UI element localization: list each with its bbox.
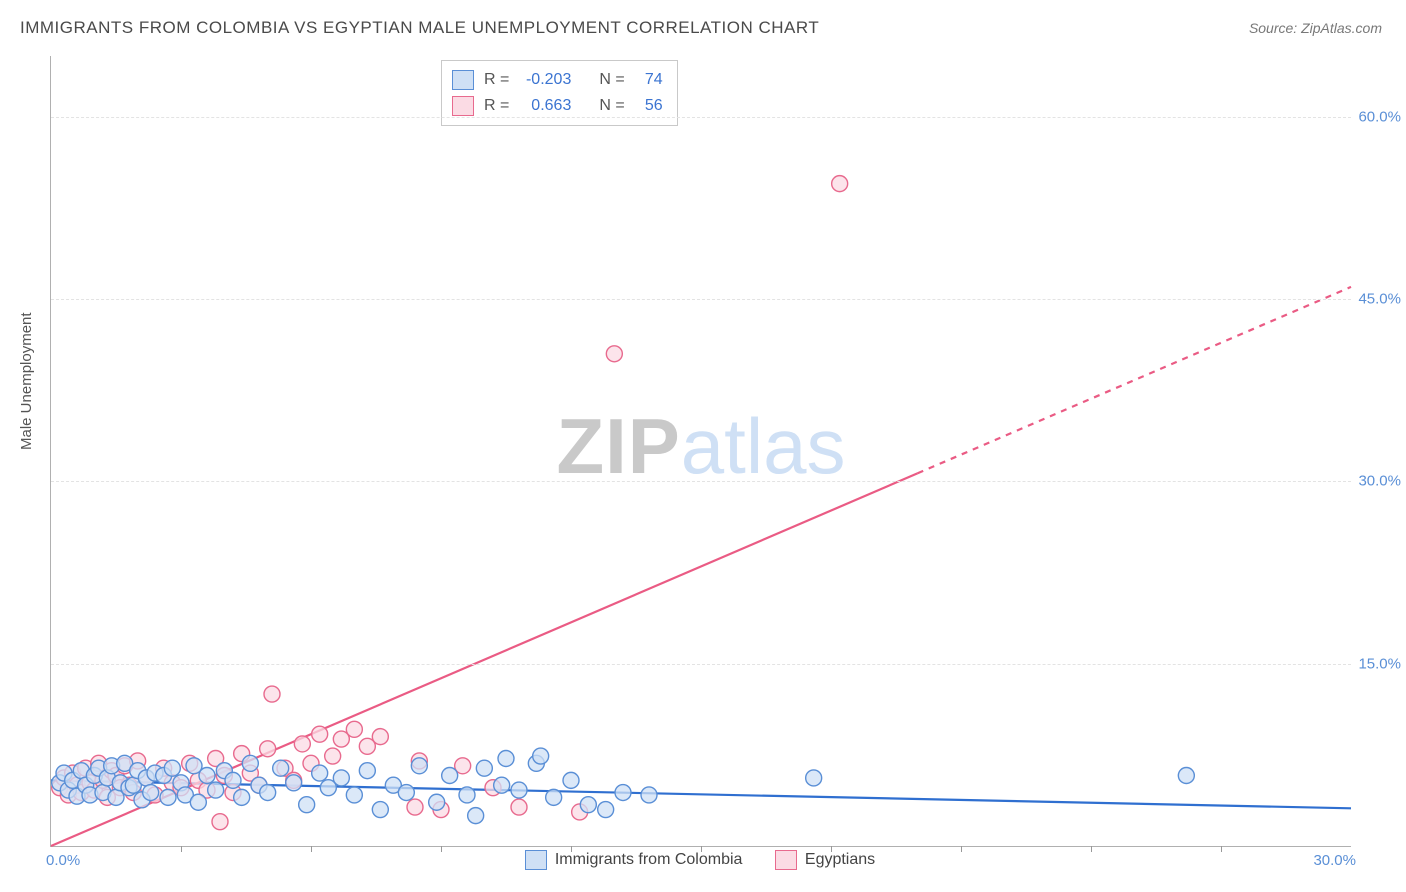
scatter-point-blue xyxy=(299,797,315,813)
scatter-point-blue xyxy=(429,794,445,810)
scatter-point-blue xyxy=(411,758,427,774)
y-axis-label: Male Unemployment xyxy=(18,312,35,450)
legend-item-blue: Immigrants from Colombia xyxy=(525,850,743,870)
scatter-point-blue xyxy=(494,777,510,793)
scatter-point-blue xyxy=(511,782,527,798)
scatter-point-blue xyxy=(459,787,475,803)
scatter-point-pink xyxy=(212,814,228,830)
scatter-point-blue xyxy=(164,760,180,776)
scatter-point-pink xyxy=(325,748,341,764)
scatter-point-pink xyxy=(346,721,362,737)
scatter-point-pink xyxy=(511,799,527,815)
scatter-point-pink xyxy=(407,799,423,815)
scatter-point-blue xyxy=(333,770,349,786)
scatter-point-blue xyxy=(273,760,289,776)
scatter-point-blue xyxy=(563,772,579,788)
scatter-point-blue xyxy=(498,750,514,766)
svg-layer xyxy=(51,56,1351,846)
gridline xyxy=(51,299,1351,300)
scatter-point-blue xyxy=(641,787,657,803)
scatter-point-blue xyxy=(533,748,549,764)
scatter-point-pink xyxy=(294,736,310,752)
scatter-point-blue xyxy=(442,768,458,784)
scatter-point-blue xyxy=(468,808,484,824)
scatter-point-blue xyxy=(260,785,276,801)
trend-line xyxy=(918,287,1351,473)
scatter-point-blue xyxy=(476,760,492,776)
scatter-point-blue xyxy=(546,789,562,805)
legend-swatch-blue xyxy=(525,850,547,870)
legend-swatch-pink xyxy=(775,850,797,870)
y-tick-label: 30.0% xyxy=(1358,473,1401,490)
legend-label-pink: Egyptians xyxy=(805,851,875,869)
gridline xyxy=(51,664,1351,665)
scatter-point-blue xyxy=(598,802,614,818)
scatter-point-pink xyxy=(312,726,328,742)
source-prefix: Source: xyxy=(1249,20,1301,36)
scatter-point-blue xyxy=(160,789,176,805)
scatter-point-blue xyxy=(312,765,328,781)
scatter-point-blue xyxy=(225,772,241,788)
scatter-point-blue xyxy=(199,768,215,784)
scatter-point-blue xyxy=(208,782,224,798)
scatter-point-blue xyxy=(580,797,596,813)
scatter-point-blue xyxy=(143,785,159,801)
scatter-point-blue xyxy=(398,785,414,801)
legend-bottom: Immigrants from Colombia Egyptians xyxy=(50,850,1350,875)
scatter-point-blue xyxy=(190,794,206,810)
scatter-point-blue xyxy=(359,763,375,779)
scatter-point-blue xyxy=(242,755,258,771)
scatter-point-pink xyxy=(832,176,848,192)
scatter-point-blue xyxy=(1178,768,1194,784)
source-attribution: Source: ZipAtlas.com xyxy=(1249,20,1382,36)
scatter-point-pink xyxy=(372,729,388,745)
scatter-point-blue xyxy=(372,802,388,818)
scatter-point-pink xyxy=(264,686,280,702)
chart-title: IMMIGRANTS FROM COLOMBIA VS EGYPTIAN MAL… xyxy=(20,18,819,38)
gridline xyxy=(51,117,1351,118)
legend-item-pink: Egyptians xyxy=(775,850,875,870)
scatter-point-blue xyxy=(806,770,822,786)
source-name: ZipAtlas.com xyxy=(1301,20,1382,36)
y-tick-label: 45.0% xyxy=(1358,291,1401,308)
gridline xyxy=(51,481,1351,482)
scatter-point-blue xyxy=(346,787,362,803)
scatter-point-blue xyxy=(615,785,631,801)
scatter-point-blue xyxy=(286,775,302,791)
scatter-point-pink xyxy=(260,741,276,757)
scatter-point-blue xyxy=(234,789,250,805)
legend-label-blue: Immigrants from Colombia xyxy=(555,851,743,869)
scatter-point-pink xyxy=(606,346,622,362)
y-tick-label: 60.0% xyxy=(1358,108,1401,125)
plot-area: ZIPatlas R = -0.203 N = 74 R = 0.663 N =… xyxy=(50,56,1351,847)
y-tick-label: 15.0% xyxy=(1358,655,1401,672)
